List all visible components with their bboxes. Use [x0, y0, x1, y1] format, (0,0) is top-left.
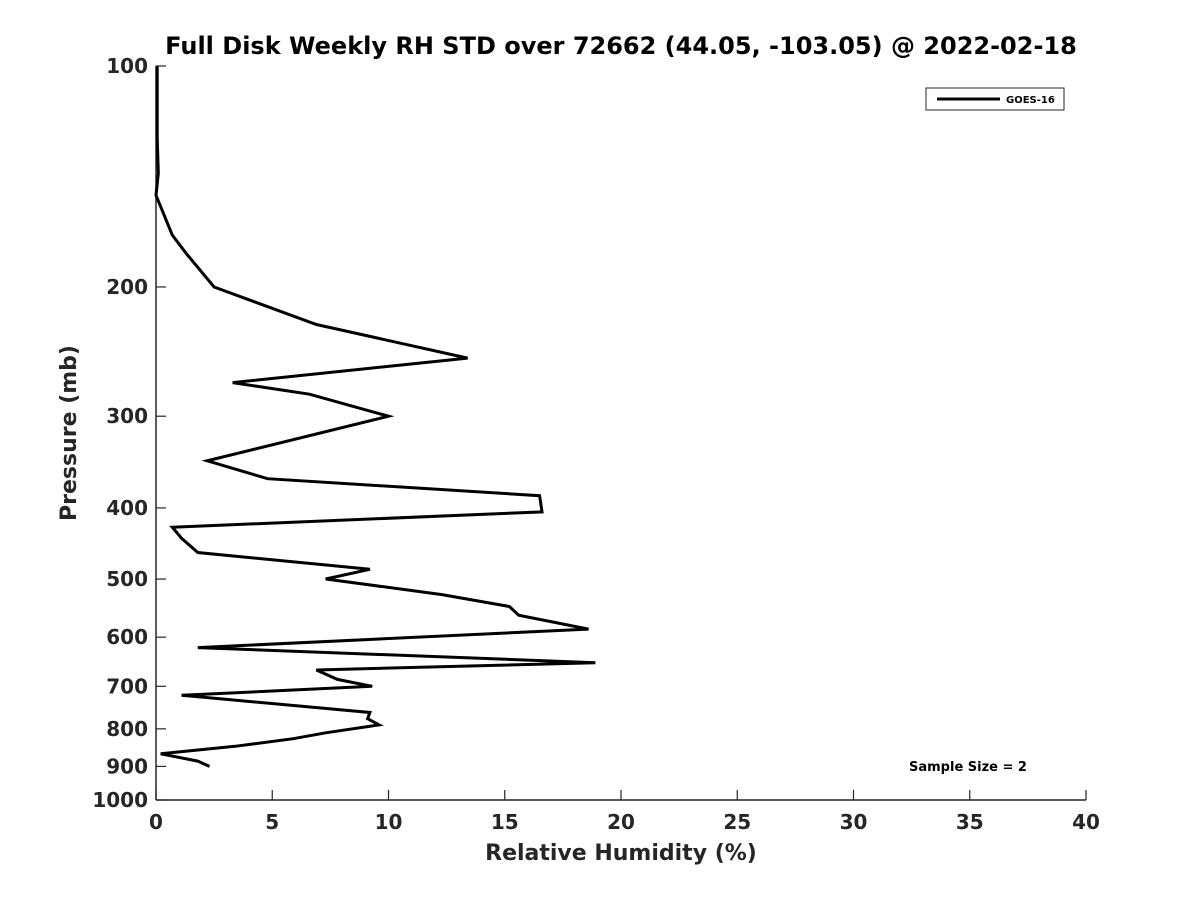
y-tick-label: 800: [106, 717, 148, 741]
x-axis-label: Relative Humidity (%): [485, 841, 757, 866]
x-tick-label: 10: [375, 810, 403, 834]
y-tick-label: 300: [106, 404, 148, 428]
x-ticks: 0 5 10 15 20 25 30 35 40: [149, 790, 1100, 834]
legend: GOES-16: [925, 87, 1065, 111]
series-line-goes-16: [154, 66, 596, 768]
plot-area: 0 5 10 15 20 25 30 35 40 100 200 300 400 500 600 700 80…: [92, 54, 1100, 834]
y-tick-label: 600: [106, 625, 148, 649]
y-tick-label: 400: [106, 496, 148, 520]
x-tick-label: 30: [840, 810, 868, 834]
chart-title: Full Disk Weekly RH STD over 72662 (44.0…: [165, 32, 1077, 60]
x-tick-label: 25: [723, 810, 751, 834]
legend-label-goes-16: GOES-16: [1006, 95, 1055, 106]
y-tick-label: 200: [106, 275, 148, 299]
x-tick-label: 0: [149, 810, 163, 834]
y-axis-label: Pressure (mb): [57, 345, 82, 521]
x-tick-label: 20: [607, 810, 635, 834]
y-ticks: 100 200 300 400 500 600 700 800 900 1000: [92, 54, 166, 812]
y-tick-label: 500: [106, 567, 148, 591]
y-tick-label: 1000: [92, 788, 148, 812]
y-tick-label: 100: [106, 54, 148, 78]
x-tick-label: 5: [265, 810, 279, 834]
x-tick-label: 35: [956, 810, 984, 834]
x-tick-label: 15: [491, 810, 519, 834]
y-tick-label: 900: [106, 754, 148, 778]
y-tick-label: 700: [106, 674, 148, 698]
sample-size-annotation: Sample Size = 2: [909, 760, 1027, 775]
x-tick-label: 40: [1072, 810, 1100, 834]
